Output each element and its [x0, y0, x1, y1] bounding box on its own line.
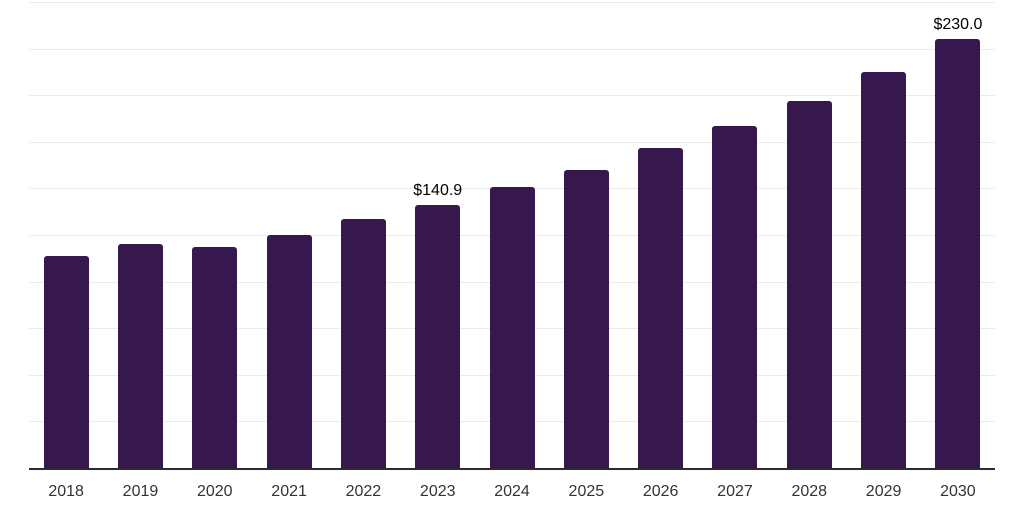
bar-slot-2028	[772, 2, 846, 468]
bar-slot-2023: $140.9	[401, 2, 475, 468]
bar-2027	[712, 125, 758, 468]
x-tick-label-2029: 2029	[865, 483, 902, 500]
gridline	[29, 95, 995, 97]
bar-2030	[935, 39, 981, 468]
bar-2028	[786, 100, 832, 468]
x-tick-label-2018: 2018	[48, 483, 84, 500]
bar-slot-2029	[846, 2, 920, 468]
bar-2018	[43, 256, 89, 468]
bar-slot-2020	[178, 2, 252, 468]
bar-slot-2019	[103, 2, 177, 468]
bar-2019	[117, 244, 163, 468]
value-label-2023: $140.9	[413, 182, 463, 200]
bar-slot-2022	[326, 2, 400, 468]
bar-slot-2026	[624, 2, 698, 468]
bar-2021	[266, 235, 312, 468]
x-tick-label-2021: 2021	[271, 483, 307, 500]
x-tick-label-2025: 2025	[568, 483, 605, 500]
x-tick-label-2020: 2020	[196, 483, 233, 500]
gridline	[29, 141, 995, 143]
bar-slot-2025	[549, 2, 623, 468]
bar-2025	[563, 169, 609, 468]
gridline	[29, 2, 995, 3]
bar-2022	[340, 219, 386, 468]
x-tick-label-2019: 2019	[122, 483, 159, 500]
x-tick-label-2030: 2030	[940, 483, 976, 500]
bars-row: $140.9 $230.0	[29, 2, 995, 468]
x-axis-labels: 2018 2019 2020 2021 2022 2023 2024 2025 2026 2027…	[29, 472, 995, 512]
bar-slot-2027	[698, 2, 772, 468]
x-tick-label-2022: 2022	[345, 483, 382, 500]
gridline	[29, 48, 995, 50]
bar-slot-2024	[475, 2, 549, 468]
bar-slot-2021	[252, 2, 326, 468]
bar-2020	[192, 247, 238, 468]
x-tick-label-2028: 2028	[791, 483, 828, 500]
bar-2029	[861, 71, 907, 468]
plot-area: $140.9 $230.0	[29, 2, 995, 470]
bar-slot-2018	[29, 2, 103, 468]
x-tick-label-2024: 2024	[494, 483, 530, 500]
x-tick-label-2023: 2023	[419, 483, 456, 500]
x-tick-label-2026: 2026	[642, 483, 679, 500]
x-tick-label-2027: 2027	[717, 483, 753, 500]
bar-slot-2030: $230.0	[921, 2, 995, 468]
bar-2024	[489, 187, 535, 468]
value-label-2030: $230.0	[933, 16, 983, 34]
bar-2026	[638, 148, 684, 468]
bar-2023	[415, 205, 461, 468]
